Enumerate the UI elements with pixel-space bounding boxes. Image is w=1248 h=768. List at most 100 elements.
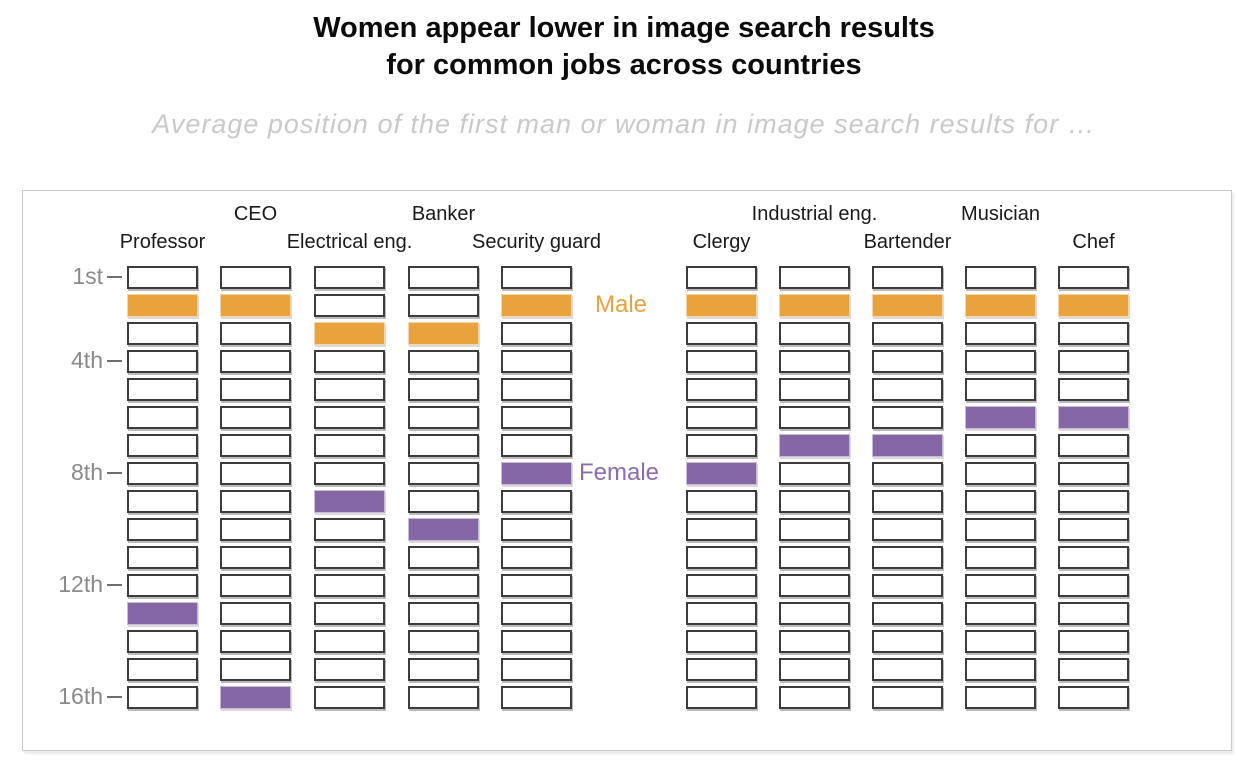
position-box [965, 350, 1036, 373]
male-box [779, 294, 850, 317]
male-box [1058, 294, 1129, 317]
position-box [965, 574, 1036, 597]
position-box [1058, 490, 1129, 513]
position-box [1058, 658, 1129, 681]
position-box [501, 574, 572, 597]
position-box [1058, 574, 1129, 597]
position-box [408, 546, 479, 569]
position-box [779, 686, 850, 709]
female-box [220, 686, 291, 709]
position-box [314, 434, 385, 457]
position-box [127, 266, 198, 289]
job-label: Chef [1072, 231, 1115, 253]
position-box [872, 462, 943, 485]
position-box [220, 546, 291, 569]
position-box [872, 406, 943, 429]
position-box [1058, 602, 1129, 625]
position-box [501, 518, 572, 541]
position-box [408, 294, 479, 317]
axis-tick-mark [107, 360, 122, 362]
position-box [220, 630, 291, 653]
position-box [965, 462, 1036, 485]
legend-male-label: Male [595, 291, 648, 318]
position-box [314, 658, 385, 681]
position-box [872, 518, 943, 541]
position-box [314, 406, 385, 429]
position-box [314, 378, 385, 401]
position-box [1058, 630, 1129, 653]
position-box [686, 574, 757, 597]
position-box [872, 630, 943, 653]
position-box [501, 434, 572, 457]
position-box [501, 378, 572, 401]
axis-tick-mark [107, 584, 122, 586]
position-box [779, 658, 850, 681]
chart-subtitle: Average position of the first man or wom… [152, 109, 1096, 139]
position-box [408, 350, 479, 373]
position-box [779, 266, 850, 289]
male-box [314, 322, 385, 345]
position-box [965, 658, 1036, 681]
position-box [872, 378, 943, 401]
female-box [872, 434, 943, 457]
position-box [1058, 322, 1129, 345]
position-box [872, 658, 943, 681]
position-box [127, 546, 198, 569]
position-box [686, 630, 757, 653]
position-box [501, 490, 572, 513]
female-box [779, 434, 850, 457]
position-box [965, 518, 1036, 541]
male-box [965, 294, 1036, 317]
chart-panel: Male Female 1st 4th 8th 12th 16th Professor CE… [22, 190, 1232, 751]
male-box [501, 294, 572, 317]
position-box [314, 630, 385, 653]
position-box [408, 602, 479, 625]
position-box [872, 574, 943, 597]
position-box [501, 686, 572, 709]
axis-tick-mark [107, 472, 122, 474]
position-box [1058, 434, 1129, 457]
position-box [965, 322, 1036, 345]
male-box [872, 294, 943, 317]
job-label: Industrial eng. [751, 203, 878, 225]
position-box [127, 378, 198, 401]
position-box [220, 602, 291, 625]
position-box [220, 322, 291, 345]
position-box [220, 518, 291, 541]
position-box [501, 630, 572, 653]
position-box [1058, 518, 1129, 541]
position-box [686, 350, 757, 373]
position-box [872, 602, 943, 625]
job-label: Clergy [692, 231, 751, 253]
position-box [872, 686, 943, 709]
position-box [779, 518, 850, 541]
position-box [314, 574, 385, 597]
job-label: Security guard [472, 231, 601, 253]
male-box [127, 294, 198, 317]
position-box [127, 322, 198, 345]
position-box [220, 574, 291, 597]
position-box [501, 406, 572, 429]
position-box [779, 546, 850, 569]
position-box [314, 294, 385, 317]
position-box [408, 574, 479, 597]
position-box [501, 602, 572, 625]
male-box [220, 294, 291, 317]
position-box [127, 350, 198, 373]
female-box [314, 490, 385, 513]
position-box [965, 602, 1036, 625]
position-box [779, 350, 850, 373]
axis-tick-label: 1st [72, 263, 103, 289]
position-box [779, 574, 850, 597]
position-box [1058, 266, 1129, 289]
female-box [408, 518, 479, 541]
position-box [408, 434, 479, 457]
position-box [220, 406, 291, 429]
position-box [127, 630, 198, 653]
position-box [779, 378, 850, 401]
position-box [314, 602, 385, 625]
position-box [408, 686, 479, 709]
position-box [686, 602, 757, 625]
position-box [872, 350, 943, 373]
